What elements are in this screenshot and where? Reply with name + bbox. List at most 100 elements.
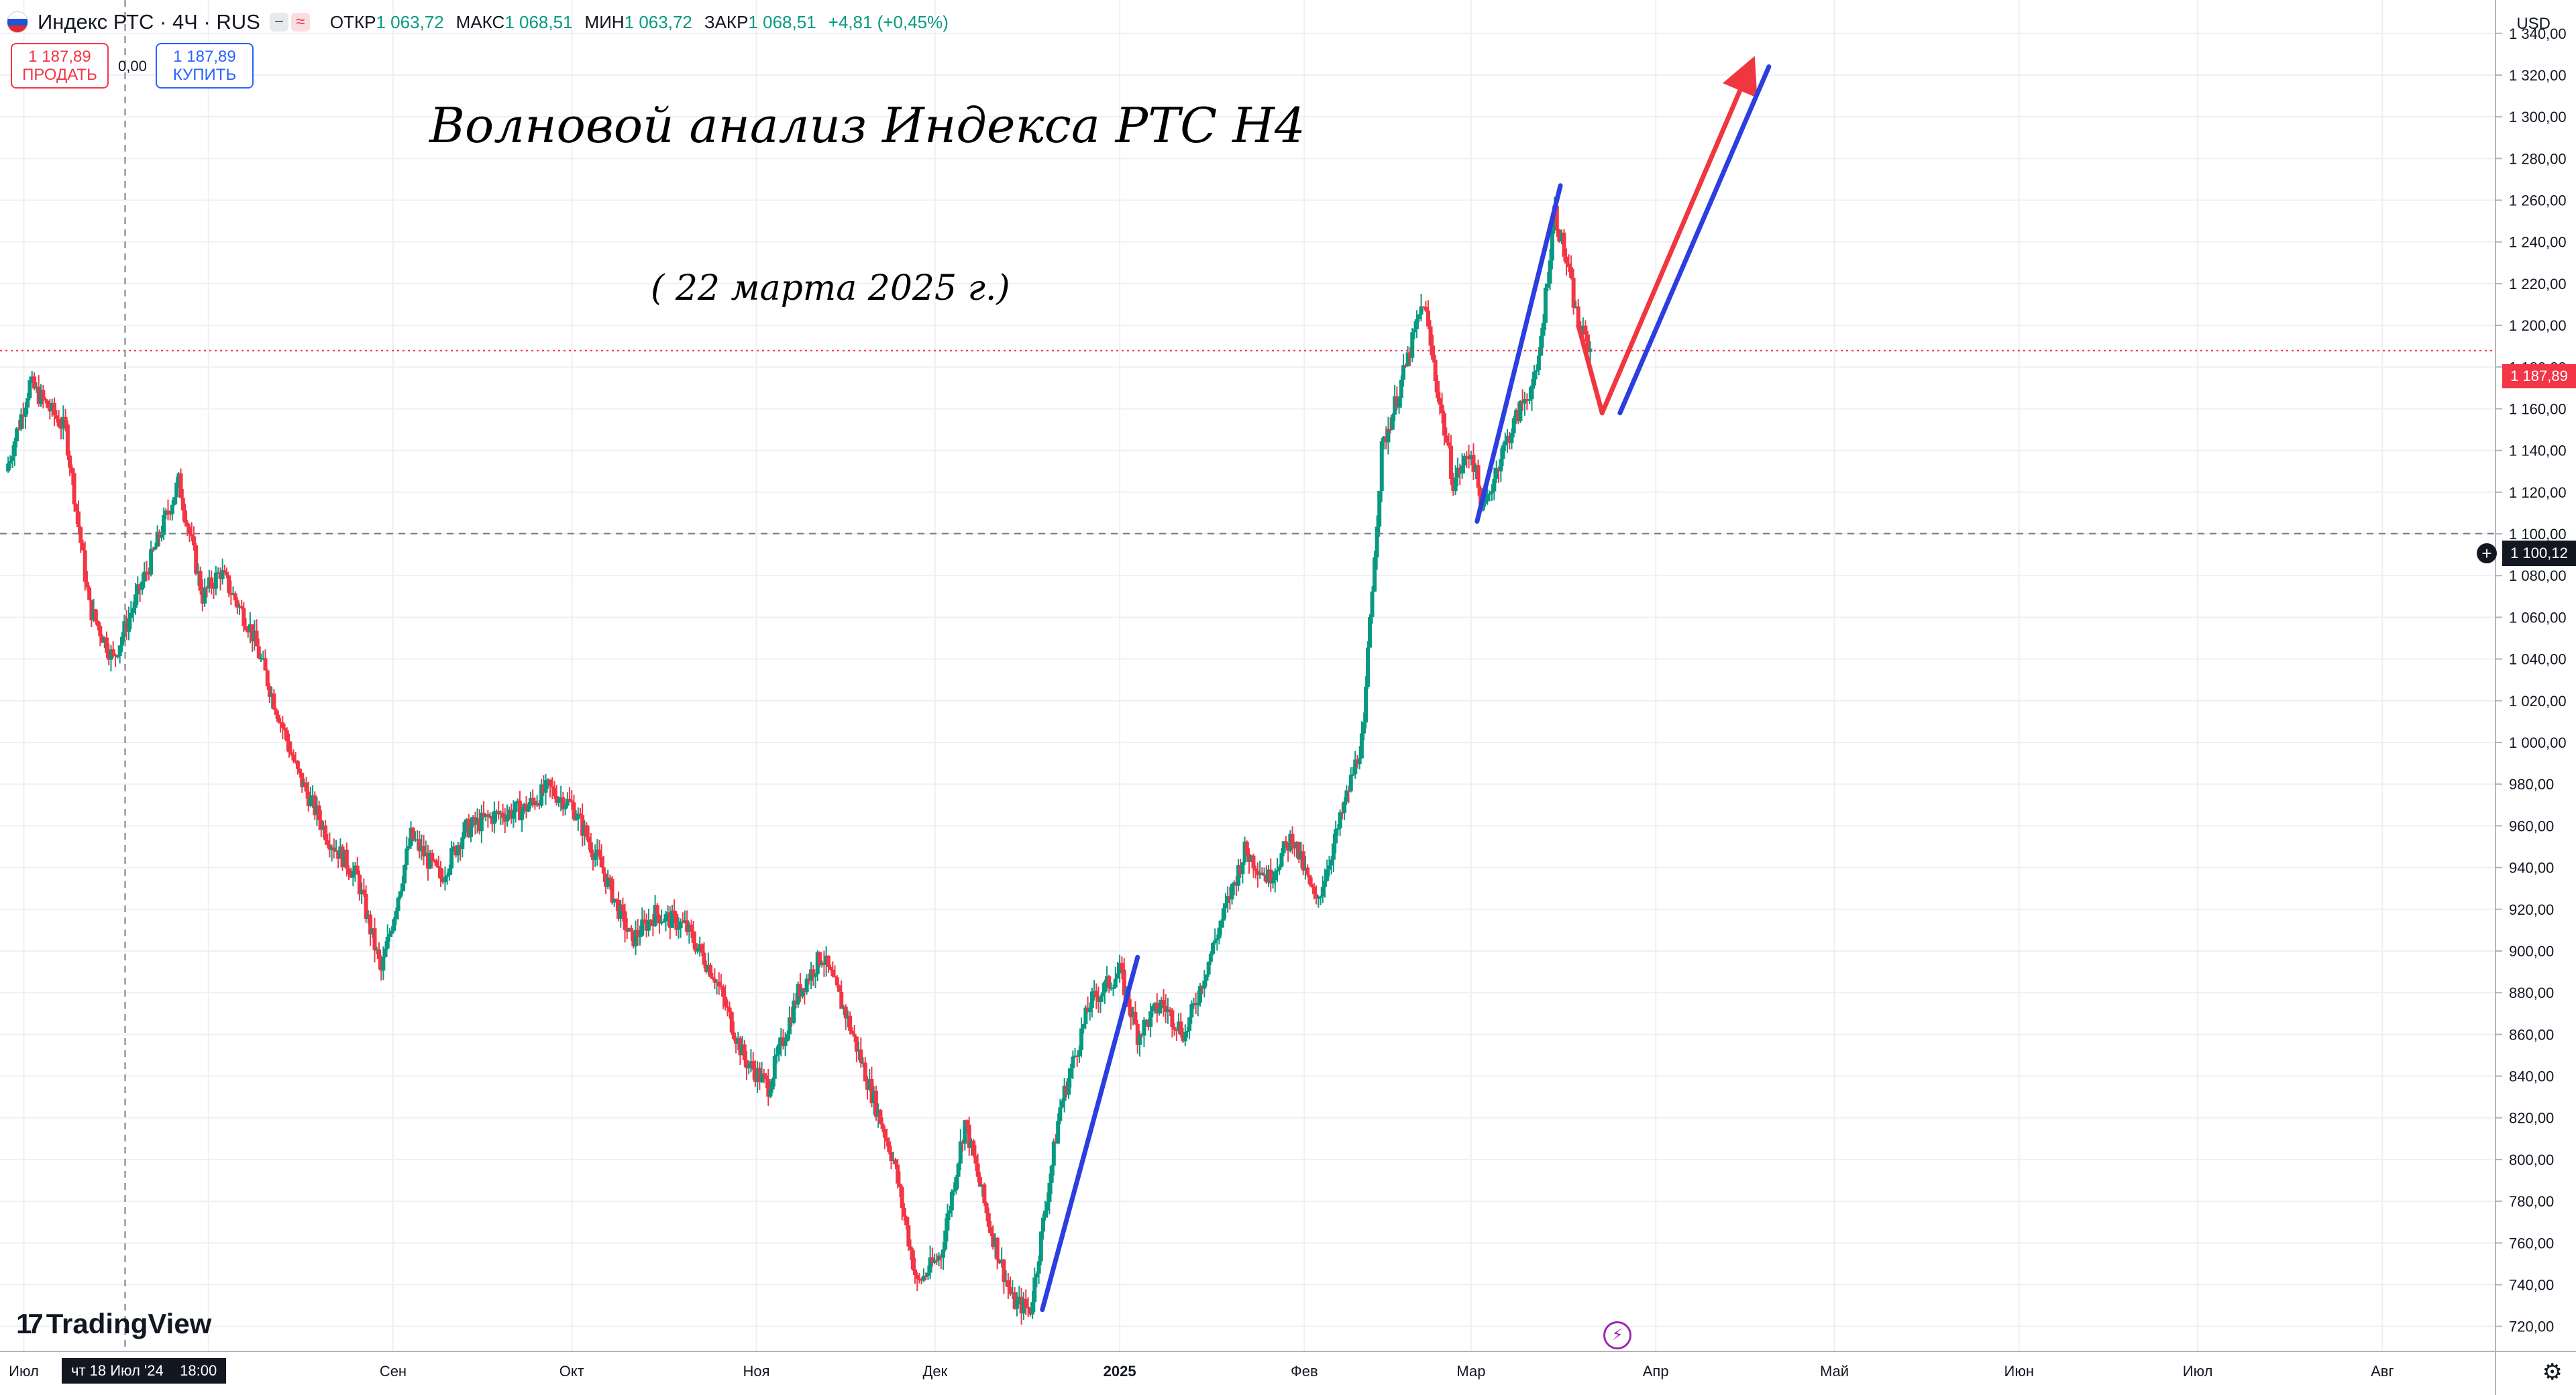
candle-down [304,782,309,792]
buy-button[interactable]: 1 187,89 КУПИТЬ [156,43,254,89]
candle-down [235,600,239,608]
candle-down [761,1073,766,1076]
candle-down [89,600,94,620]
candle-up [155,531,160,547]
candle-down [863,1062,867,1082]
tradingview-logo[interactable]: 17 TradingView [16,1308,212,1339]
candle-up [1364,686,1368,723]
candle-up [1034,1274,1039,1278]
candle-down [869,1078,874,1103]
candle-up [747,1064,751,1068]
candle-up [447,868,451,876]
candle-down [306,791,311,806]
candle-up [947,1210,952,1214]
candle-down [267,686,272,697]
candle-down [233,593,237,601]
candle-up [1362,722,1366,734]
candle-down [21,414,25,417]
candle-down [848,1015,853,1031]
candle-down [293,760,298,762]
candle-up [582,825,587,836]
candle-up [1232,882,1236,884]
candle-down [548,779,553,787]
candle-down [757,1068,762,1082]
sell-button[interactable]: 1 187,89 ПРОДАТЬ [11,43,109,89]
candle-up [402,864,407,884]
candle-down [1228,895,1232,900]
candle-up [321,825,325,830]
candle-down [144,571,149,573]
y-tick-label: 1 240,00 [2509,234,2567,251]
candle-down [425,852,430,869]
candle-up [792,1000,796,1023]
candle-down [1407,352,1412,358]
candle-up [333,850,338,852]
candle-up [958,1141,963,1164]
candle-up [515,800,520,802]
candle-up [1503,440,1507,446]
candle-down [282,728,287,730]
candle-up [788,1017,792,1035]
lightning-icon[interactable]: ⚡ [1603,1321,1631,1349]
minus-icon[interactable]: − [269,13,288,32]
add-alert-icon[interactable]: + [2477,543,2497,563]
candle-down [625,930,629,932]
candle-up [1073,1055,1077,1057]
candle-up [1004,1280,1008,1282]
candle-down [604,873,608,887]
currency-label[interactable]: USD [2516,15,2551,33]
symbol-title[interactable]: Индекс РТС · 4Ч · RUS [38,10,260,34]
y-tick-label: 940,00 [2509,860,2554,877]
y-tick-label: 1 020,00 [2509,693,2567,710]
candle-down [138,584,142,590]
candle-up [1208,954,1213,962]
candle-down [180,498,185,510]
candle-down [712,979,717,983]
candle-down [766,1078,771,1097]
candle-down [1309,884,1314,887]
candle-down [580,815,585,836]
candle-down [1172,1027,1177,1030]
annotation-title[interactable]: Волновой анализ Индекса РТС Н4 [429,97,1305,154]
candle-up [109,649,113,660]
candle-down [1096,997,1101,1003]
candle-up [1455,467,1460,478]
candle-up [565,798,570,806]
candle-up [1323,881,1328,887]
annotation-date[interactable]: ( 22 марта 2025 г.) [651,268,1010,309]
candle-down [1064,1085,1069,1095]
candle-up [619,904,623,919]
candle-down [995,1237,1000,1260]
settings-gear-icon[interactable]: ⚙ [2542,1359,2563,1385]
candle-up [1150,1006,1155,1011]
candle-down [1496,468,1501,471]
candle-down [723,997,728,1007]
candle-up [12,441,17,457]
candle-up [1295,842,1299,849]
candle-down [702,952,706,965]
candle-up [1501,445,1505,459]
candle-up [1045,1202,1050,1211]
candle-up [800,988,805,997]
candle-down [85,581,89,588]
candle-down [833,976,837,978]
candle-down [319,820,323,830]
candle-up [1206,961,1211,975]
candle-down [1026,1306,1030,1308]
candle-up [1148,1011,1153,1027]
y-tick-label: 760,00 [2509,1235,2554,1251]
candle-down [1569,267,1574,278]
candle-up [1377,491,1382,527]
candle-up [1381,436,1386,441]
candle-up [216,572,221,574]
candle-down [588,842,593,853]
candle-down [1107,976,1112,989]
candle-down [1554,205,1559,230]
candle-up [61,416,66,429]
wave-icon[interactable]: ≈ [290,13,310,32]
candle-down [852,1034,857,1037]
candle-up [1242,841,1247,862]
candle-up [1401,365,1406,380]
y-tick-label: 1 100,00 [2509,526,2567,543]
